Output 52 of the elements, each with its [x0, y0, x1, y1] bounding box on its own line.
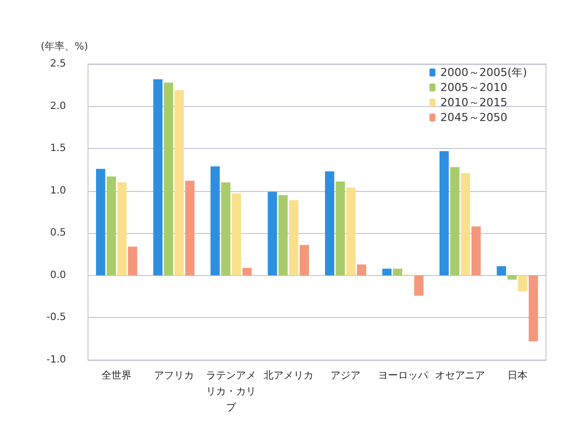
bar [496, 266, 506, 276]
bar [278, 195, 288, 276]
bar [471, 226, 481, 276]
bar [325, 171, 334, 276]
bar [450, 167, 460, 276]
y-tick-label: -1.0 [46, 354, 66, 366]
y-tick-label: 1.5 [50, 143, 66, 154]
y-tick-label: 2.5 [50, 58, 66, 70]
bar [392, 268, 402, 276]
bar [185, 180, 194, 276]
bar [106, 176, 116, 276]
bar [96, 168, 106, 276]
legend-label: 2045～2050 [440, 111, 508, 124]
x-tick-label: 日本 [507, 370, 528, 382]
x-tick-label: ヨーロッパ [378, 370, 429, 382]
bar [210, 166, 220, 276]
x-tick-label: 全世界 [102, 370, 132, 382]
bar [232, 193, 242, 276]
y-tick-label: 2.0 [50, 100, 66, 112]
bar [440, 151, 449, 276]
bar [117, 182, 127, 276]
bar [382, 268, 392, 276]
bar [528, 275, 538, 342]
legend-label: 2000～2005(年) [440, 66, 528, 79]
x-tick-label: オセアニア [435, 370, 486, 382]
x-tick-label: アフリカ [154, 370, 194, 382]
bar [242, 268, 252, 276]
bar [300, 244, 309, 276]
bar [414, 275, 424, 296]
bar [289, 200, 298, 276]
y-tick-label: -0.5 [46, 312, 66, 324]
bar [153, 79, 163, 276]
bar [128, 246, 138, 276]
y-axis-title: (年率、%) [40, 40, 88, 52]
bar [336, 182, 345, 276]
bar [174, 90, 184, 276]
bar [507, 275, 517, 280]
x-tick-label: ラテンアメリカ・カリブ [206, 370, 256, 414]
bar [164, 82, 174, 276]
y-tick-label: 0.0 [50, 270, 66, 281]
bar [518, 275, 528, 292]
legend-label: 2005～2010 [440, 81, 508, 94]
bar [346, 187, 356, 276]
bar [221, 182, 230, 276]
legend-label: 2010～2015 [440, 96, 508, 109]
x-tick-label: アジア [330, 370, 361, 382]
bar [268, 192, 278, 276]
y-tick-label: 1.0 [50, 185, 66, 196]
bar [356, 264, 366, 276]
bar [460, 173, 470, 276]
x-tick-label: 北アメリカ [263, 370, 314, 382]
y-tick-label: 0.5 [50, 228, 66, 239]
